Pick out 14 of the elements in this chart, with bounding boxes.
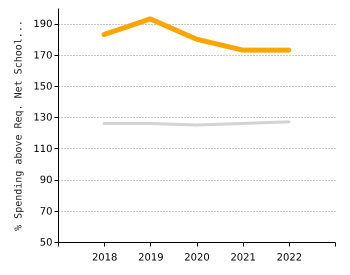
x-tick-label: 2021 (230, 252, 256, 264)
y-tick-label: 70 (40, 206, 52, 218)
y-tick-label: 150 (33, 82, 52, 92)
y-tick-label: 110 (33, 144, 52, 155)
y-tick-label: 130 (33, 112, 52, 124)
y-tick-label: 90 (40, 175, 52, 186)
y-tick-label: 190 (33, 19, 52, 30)
x-tick-label: 2018 (92, 252, 118, 264)
y-tick-label: 50 (40, 238, 52, 248)
x-tick-label: 2019 (138, 252, 164, 264)
y-tick-label: 170 (33, 50, 52, 62)
x-tick-label: 2022 (276, 252, 302, 264)
x-tick-label: 2020 (184, 252, 210, 264)
y-axis-title: % Spending above Req. Net School... (13, 20, 24, 231)
